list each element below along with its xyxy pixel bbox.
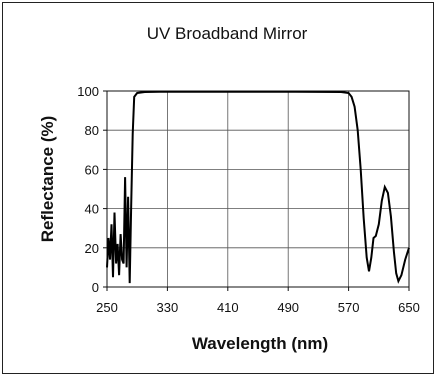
reflectance-chart: UV Broadband Mirror 0 20 40 60 80 100 250 330 4… bbox=[38, 24, 420, 353]
y-tick-label: 0 bbox=[92, 280, 99, 295]
x-tick-label: 490 bbox=[277, 300, 299, 315]
y-tick-label: 60 bbox=[85, 162, 99, 177]
plot-area bbox=[106, 90, 410, 288]
reflectance-series-line bbox=[106, 90, 410, 284]
y-axis-ticks: 0 20 40 60 80 100 bbox=[77, 84, 107, 295]
chart-frame: UV Broadband Mirror 0 20 40 60 80 100 250 330 4… bbox=[2, 2, 434, 374]
y-axis-label: Reflectance (%) bbox=[38, 116, 57, 243]
x-axis-label: Wavelength (nm) bbox=[192, 334, 328, 353]
grid-lines bbox=[107, 91, 409, 287]
x-tick-label: 410 bbox=[217, 300, 239, 315]
x-tick-label: 650 bbox=[398, 300, 420, 315]
chart-title: UV Broadband Mirror bbox=[147, 24, 308, 43]
x-tick-label: 250 bbox=[96, 300, 118, 315]
x-tick-label: 570 bbox=[338, 300, 360, 315]
y-tick-label: 40 bbox=[85, 202, 99, 217]
y-tick-label: 100 bbox=[77, 84, 99, 99]
x-tick-label: 330 bbox=[157, 300, 179, 315]
y-tick-label: 20 bbox=[85, 241, 99, 256]
y-tick-label: 80 bbox=[85, 123, 99, 138]
x-axis-ticks: 250 330 410 490 570 650 bbox=[96, 287, 420, 315]
